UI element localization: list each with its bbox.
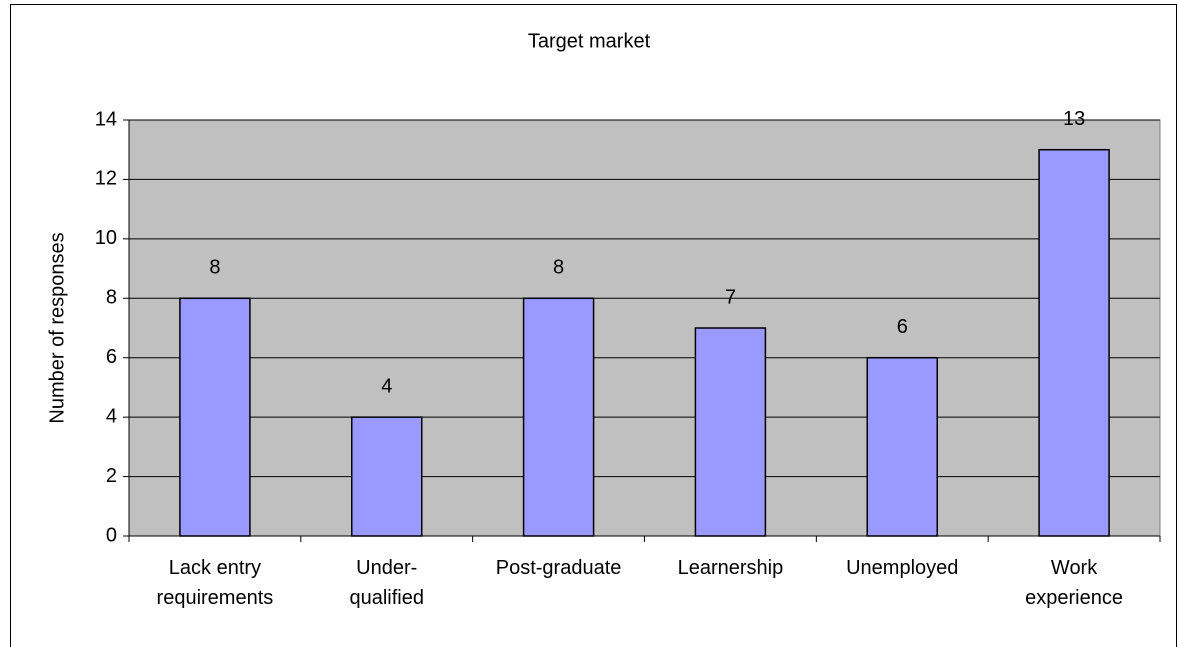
bar bbox=[866, 356, 938, 537]
y-tick-label: 10 bbox=[95, 227, 117, 249]
y-tick-label: 14 bbox=[95, 108, 117, 130]
y-tick-label: 4 bbox=[106, 405, 117, 427]
data-label: 8 bbox=[209, 257, 220, 279]
bar bbox=[179, 297, 251, 537]
y-tick-label: 8 bbox=[106, 287, 117, 309]
data-label: 7 bbox=[725, 286, 736, 308]
y-tick-label: 12 bbox=[95, 168, 117, 190]
bar bbox=[522, 297, 595, 537]
x-tick-label: Under-qualified bbox=[349, 557, 424, 609]
x-tick-label: Unemployed bbox=[846, 557, 959, 579]
chart-title: Target market bbox=[528, 30, 651, 52]
data-label: 6 bbox=[897, 316, 908, 338]
x-tick-label: Work experience bbox=[1025, 557, 1123, 609]
data-label: 13 bbox=[1063, 108, 1085, 130]
y-axis-label: Number of responses bbox=[46, 232, 68, 423]
bar bbox=[351, 416, 423, 537]
data-label: 4 bbox=[381, 375, 392, 397]
x-tick-label: Post-graduate bbox=[495, 557, 622, 579]
x-tick-label: Lack entry requirements bbox=[156, 557, 274, 609]
y-tick-label: 6 bbox=[106, 346, 117, 368]
y-tick-label: 0 bbox=[106, 524, 117, 546]
bar bbox=[694, 327, 767, 537]
y-tick-label: 2 bbox=[106, 465, 117, 487]
plot-area bbox=[128, 119, 1161, 537]
data-label: 8 bbox=[553, 257, 564, 279]
bar bbox=[1038, 148, 1110, 537]
x-tick-label: Learnership bbox=[677, 557, 784, 579]
